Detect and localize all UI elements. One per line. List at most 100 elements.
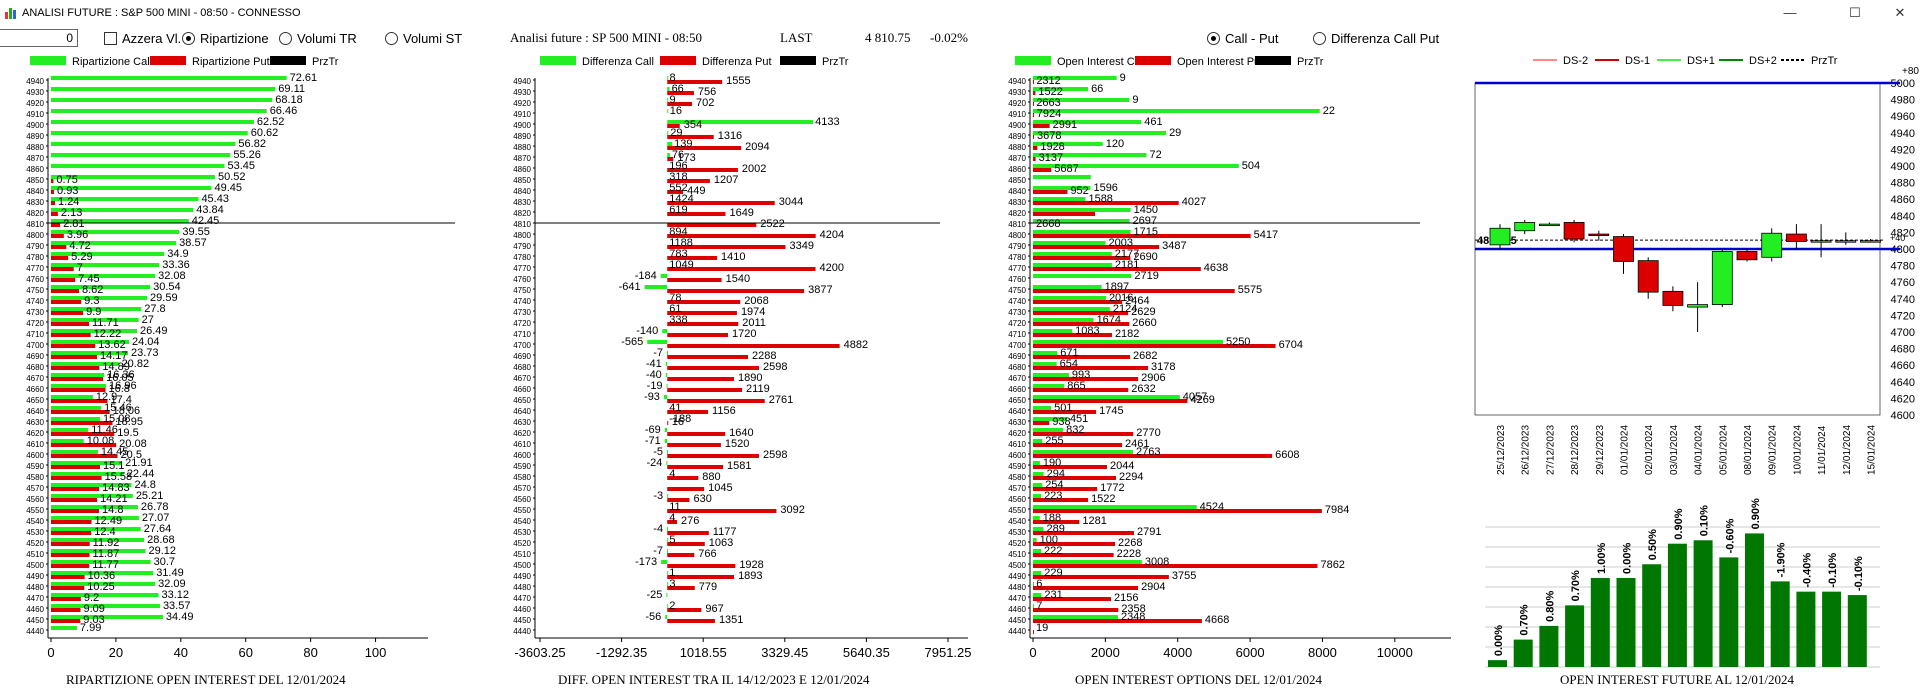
chart1-call-bar (51, 362, 119, 366)
chart1-call-bar (51, 593, 159, 597)
chart1-put-label: 20.08 (119, 438, 147, 450)
chart2-call-label: -19 (647, 380, 663, 392)
chart3-strike-label: 4650 (1008, 396, 1026, 405)
chart1-call-bar (51, 186, 212, 190)
chart5-bar (1488, 660, 1507, 667)
chart3-strike-label: 4710 (1008, 330, 1026, 339)
chart1-call-bar (51, 582, 156, 586)
chart1-call-bar (51, 197, 199, 201)
chart3-put-label: 2770 (1136, 427, 1160, 439)
chart2-call-bar (667, 142, 673, 146)
chart2-put-label: 1720 (732, 328, 756, 340)
chart1-call-bar (51, 131, 248, 135)
value-spin-input[interactable]: 0 (0, 29, 78, 47)
chart2-put-label: 1410 (721, 251, 745, 263)
chart2-call-bar (664, 439, 668, 443)
chart1-put-bar (51, 586, 85, 590)
call-put-radio[interactable] (1207, 32, 1220, 45)
chart4-date-label: 11/01/2024 (1817, 425, 1828, 475)
azzera-checkbox[interactable] (104, 32, 117, 45)
chart5-bar-label: 1.00% (1596, 543, 1608, 574)
chart2-put-label: 1156 (712, 405, 736, 417)
chart1-call-bar (51, 494, 133, 498)
chart1-strike-label: 4780 (26, 253, 44, 262)
chart3-call-label: 993 (1072, 369, 1090, 381)
chart3-call-bar (1033, 560, 1142, 564)
chart3-put-label: 2663 (1036, 97, 1060, 109)
chart2-strike-label: 4560 (513, 495, 531, 504)
chart2-call-bar (666, 351, 668, 355)
chart1-call-bar (51, 109, 267, 113)
maximize-button[interactable]: ☐ (1849, 5, 1861, 20)
chart3-call-label: 2763 (1136, 446, 1160, 458)
chart2-put-label: 1928 (739, 559, 763, 571)
chart3-strike-label: 4830 (1008, 198, 1026, 207)
chart1-call-label: 33.57 (163, 600, 191, 612)
chart4-candle-body (1786, 233, 1807, 242)
chart1-call-label: 39.55 (182, 226, 210, 238)
chart4-y-tick-label: 5000 (1891, 78, 1915, 90)
chart1-strike-label: 4910 (26, 110, 44, 119)
chart3-call-label: 2177 (1115, 248, 1139, 260)
chart4-plot-frame (1474, 82, 1881, 416)
chart2-call-label: -4 (653, 523, 663, 535)
chart4-top-label: +80 (1902, 66, 1919, 77)
chart2-put-label: 702 (696, 97, 714, 109)
chart1-x-tick-label: 60 (238, 645, 252, 660)
chart2-call-bar (666, 461, 668, 465)
chart3-strike-label: 4940 (1008, 77, 1026, 86)
chart1-call-label: 20.82 (122, 358, 150, 370)
ripartizione-radio[interactable] (182, 32, 195, 45)
chart2-put-bar (667, 234, 816, 238)
chart3-strike-label: 4480 (1008, 583, 1026, 592)
volumi-st-radio[interactable] (385, 32, 398, 45)
chart3-put-label: 2660 (1132, 317, 1156, 329)
chart1-strike-label: 4730 (26, 308, 44, 317)
chart5-bar (1847, 595, 1867, 667)
chart2-call-label: 5 (669, 534, 675, 546)
chart2-call-bar (647, 340, 668, 344)
diff-call-put-radio[interactable] (1313, 32, 1326, 45)
chart4-y-tick-label: 4640 (1891, 377, 1915, 389)
chart3-put-bar (1033, 124, 1050, 128)
chart1-call-label: 16.36 (107, 369, 135, 381)
chart2-call-label: -184 (635, 270, 657, 282)
chart3-call-bar (1033, 307, 1110, 311)
chart4-candle-body (1662, 290, 1684, 306)
chart2-put-bar (667, 289, 805, 293)
volumi-tr-radio[interactable] (279, 32, 292, 45)
chart2-call-bar (663, 395, 668, 399)
chart2-put-label: 779 (699, 581, 717, 593)
chart3-legend-swatch-1 (1135, 56, 1171, 65)
chart2-call-label: -173 (635, 556, 657, 568)
chart2-call-label: 1 (669, 567, 675, 579)
chart5-bar (1616, 577, 1636, 667)
chart2-strike-label: 4540 (513, 517, 531, 526)
chart1-put-label: 17.4 (110, 394, 131, 406)
chart4-candle-body (1637, 260, 1659, 293)
chart3-legend-label-0: Open Interest Call (1057, 56, 1146, 68)
chart1-strike-label: 4920 (26, 99, 44, 108)
chart1-call-label: 16.96 (109, 380, 137, 392)
minimize-button[interactable]: — (1783, 5, 1797, 20)
chart3-put-bar (1033, 487, 1098, 491)
chart5-bar (1590, 577, 1610, 667)
chart1-put-bar (51, 388, 106, 392)
chart2-put-label: 2761 (769, 394, 793, 406)
chart5-bar-label: 0.70% (1519, 604, 1531, 635)
chart2-strike-label: 4940 (513, 77, 531, 86)
chart3-call-bar (1033, 604, 1034, 608)
chart2-strike-label: 4860 (513, 165, 531, 174)
chart1-put-bar (51, 575, 85, 579)
chart2-strike-label: 4900 (513, 121, 531, 130)
chart3-call-bar (1033, 230, 1131, 234)
chart1-put-label: 1.24 (58, 196, 79, 208)
close-button[interactable]: ✕ (1894, 5, 1906, 20)
chart2-call-label: -3 (653, 490, 663, 502)
chart1-call-bar (51, 373, 105, 377)
chart2-call-label: 196 (669, 160, 687, 172)
chart1-call-bar (51, 472, 124, 476)
chart4-date-label: 03/01/2024 (1669, 425, 1680, 475)
chart3-call-label: 1715 (1134, 226, 1158, 238)
chart2-call-label: -69 (645, 424, 661, 436)
